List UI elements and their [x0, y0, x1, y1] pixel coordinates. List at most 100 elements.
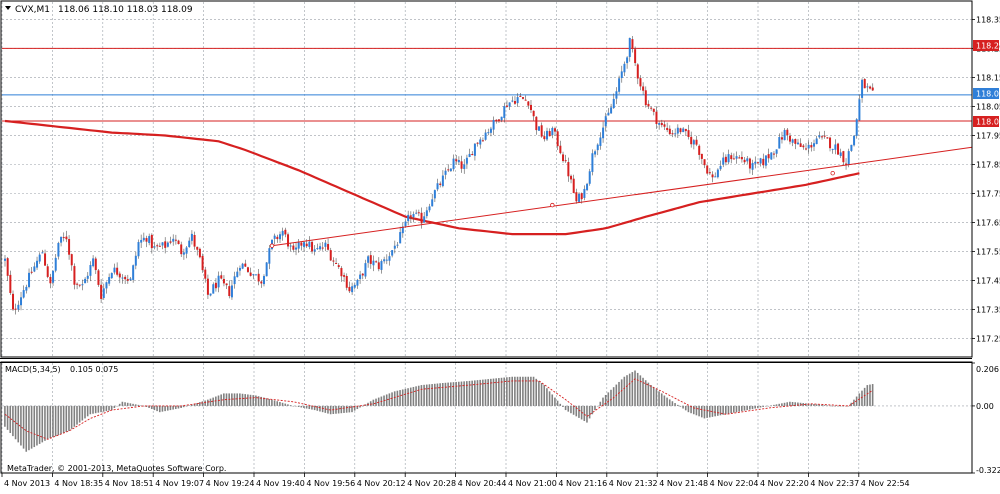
- macd-bar: [385, 394, 388, 406]
- candle-body: [551, 127, 554, 136]
- macd-bar: [767, 405, 770, 407]
- macd-bar: [532, 376, 535, 406]
- macd-bar: [482, 379, 484, 406]
- candle-body: [113, 267, 116, 273]
- candle-body: [655, 111, 658, 125]
- macd-bar: [305, 405, 308, 409]
- macd-bar: [631, 372, 634, 406]
- macd-bar: [129, 403, 132, 406]
- macd-bar: [340, 405, 343, 414]
- time-axis[interactable]: 4 Nov 2013 4 Nov 18:35 4 Nov 18:51 4 Nov 19…: [1, 473, 910, 488]
- candle-body: [719, 165, 722, 170]
- candle-body: [508, 102, 511, 107]
- macd-bar: [508, 377, 511, 406]
- macd-bar: [647, 382, 650, 406]
- macd-bar: [199, 402, 201, 406]
- candle-body: [423, 216, 426, 223]
- macd-bar: [145, 405, 148, 407]
- candle-body: [415, 212, 418, 214]
- candle-body: [473, 143, 476, 156]
- macd-bar: [281, 402, 284, 406]
- macd-bar: [818, 404, 821, 406]
- candle-body: [591, 153, 594, 172]
- macd-bar: [468, 380, 471, 406]
- macd-bar: [12, 405, 14, 437]
- candle-body: [241, 263, 244, 269]
- macd-bar: [458, 381, 460, 406]
- macd-bar: [706, 405, 708, 418]
- candle-body: [289, 245, 292, 247]
- macd-bar: [70, 405, 73, 429]
- macd-bar: [420, 385, 423, 406]
- macd-bar: [209, 398, 212, 406]
- candle-body: [634, 49, 637, 64]
- candle-body: [668, 128, 671, 135]
- macd-bar: [142, 405, 145, 407]
- macd-bar: [196, 403, 198, 406]
- macd-bar: [607, 392, 610, 406]
- candle-body: [764, 155, 767, 166]
- candle-body: [265, 262, 268, 277]
- macd-bar: [674, 403, 676, 406]
- macd-bar: [783, 402, 786, 406]
- macd-bar: [287, 404, 289, 406]
- macd-values: 0.105 0.075: [70, 365, 118, 374]
- macd-bar: [716, 405, 719, 416]
- macd-tick-label: -0.322: [976, 466, 1000, 475]
- macd-bar: [124, 402, 126, 406]
- candle-body: [690, 136, 693, 145]
- macd-bar: [863, 387, 866, 406]
- candle-body: [556, 131, 559, 147]
- candle-body: [807, 144, 810, 149]
- candle-body: [169, 241, 172, 243]
- macd-bar: [799, 402, 802, 406]
- macd-bar: [658, 391, 660, 406]
- candle-body: [722, 157, 725, 165]
- macd-bar: [417, 385, 420, 406]
- candle-body: [746, 158, 749, 162]
- candle-body: [724, 156, 727, 163]
- macd-bar: [292, 405, 295, 407]
- time-tick-label: 4 Nov 19:07: [155, 479, 204, 488]
- macd-bar: [313, 405, 316, 411]
- candle-body: [41, 252, 44, 254]
- candle-body: [14, 308, 17, 310]
- macd-bar: [348, 405, 351, 413]
- macd-bar: [679, 405, 682, 407]
- macd-bar: [164, 405, 166, 412]
- macd-bar: [73, 405, 76, 427]
- macd-bar: [757, 405, 759, 408]
- macd-bar: [730, 405, 732, 414]
- candle-body: [788, 135, 791, 142]
- macd-bar: [68, 405, 70, 431]
- macd-bar: [150, 405, 153, 410]
- horizontal-levels[interactable]: [2, 47, 972, 122]
- candle-body: [476, 142, 479, 144]
- macd-bar: [295, 405, 297, 407]
- candle-body: [780, 137, 783, 140]
- candle-body: [489, 128, 492, 133]
- macd-bar: [369, 401, 372, 406]
- macd-bar: [564, 405, 567, 411]
- candle-body: [76, 283, 79, 285]
- candle-body: [279, 234, 282, 240]
- macd-bar: [770, 405, 772, 406]
- time-tick-label: 4 Nov 22:54: [861, 479, 910, 488]
- chevron-down-icon[interactable]: [5, 6, 11, 10]
- support-trendline[interactable]: [269, 146, 973, 248]
- macd-bar: [28, 405, 30, 451]
- time-tick-label: 4 Nov 20:12: [357, 479, 406, 488]
- copyright-watermark: MetaTrader, © 2001-2013, MetaQuotes Soft…: [7, 464, 226, 473]
- macd-bar: [660, 393, 663, 406]
- macd-bar: [535, 378, 538, 406]
- macd-bar: [97, 405, 100, 413]
- candle-body: [166, 242, 169, 247]
- trendline-anchor: [269, 243, 275, 248]
- candle-body: [209, 293, 212, 296]
- macd-bar: [692, 405, 695, 415]
- candle-body: [124, 276, 127, 280]
- candle-body: [487, 132, 490, 134]
- macd-bar: [652, 387, 655, 406]
